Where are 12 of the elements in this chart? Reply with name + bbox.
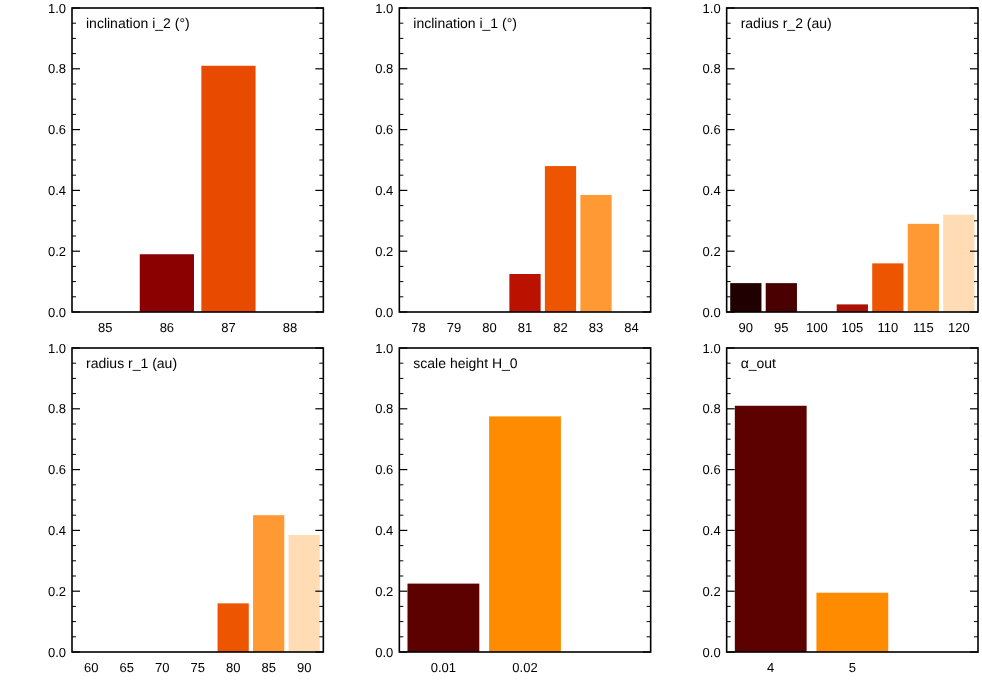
bar [509, 274, 541, 312]
bar [253, 515, 285, 652]
bar [872, 263, 904, 312]
bar [288, 534, 320, 652]
bar [765, 283, 797, 312]
bar [544, 166, 577, 312]
bar [943, 214, 975, 312]
bar [836, 304, 868, 312]
bar [217, 603, 249, 652]
bar [907, 223, 939, 312]
bar [580, 194, 612, 312]
bar [730, 283, 762, 312]
